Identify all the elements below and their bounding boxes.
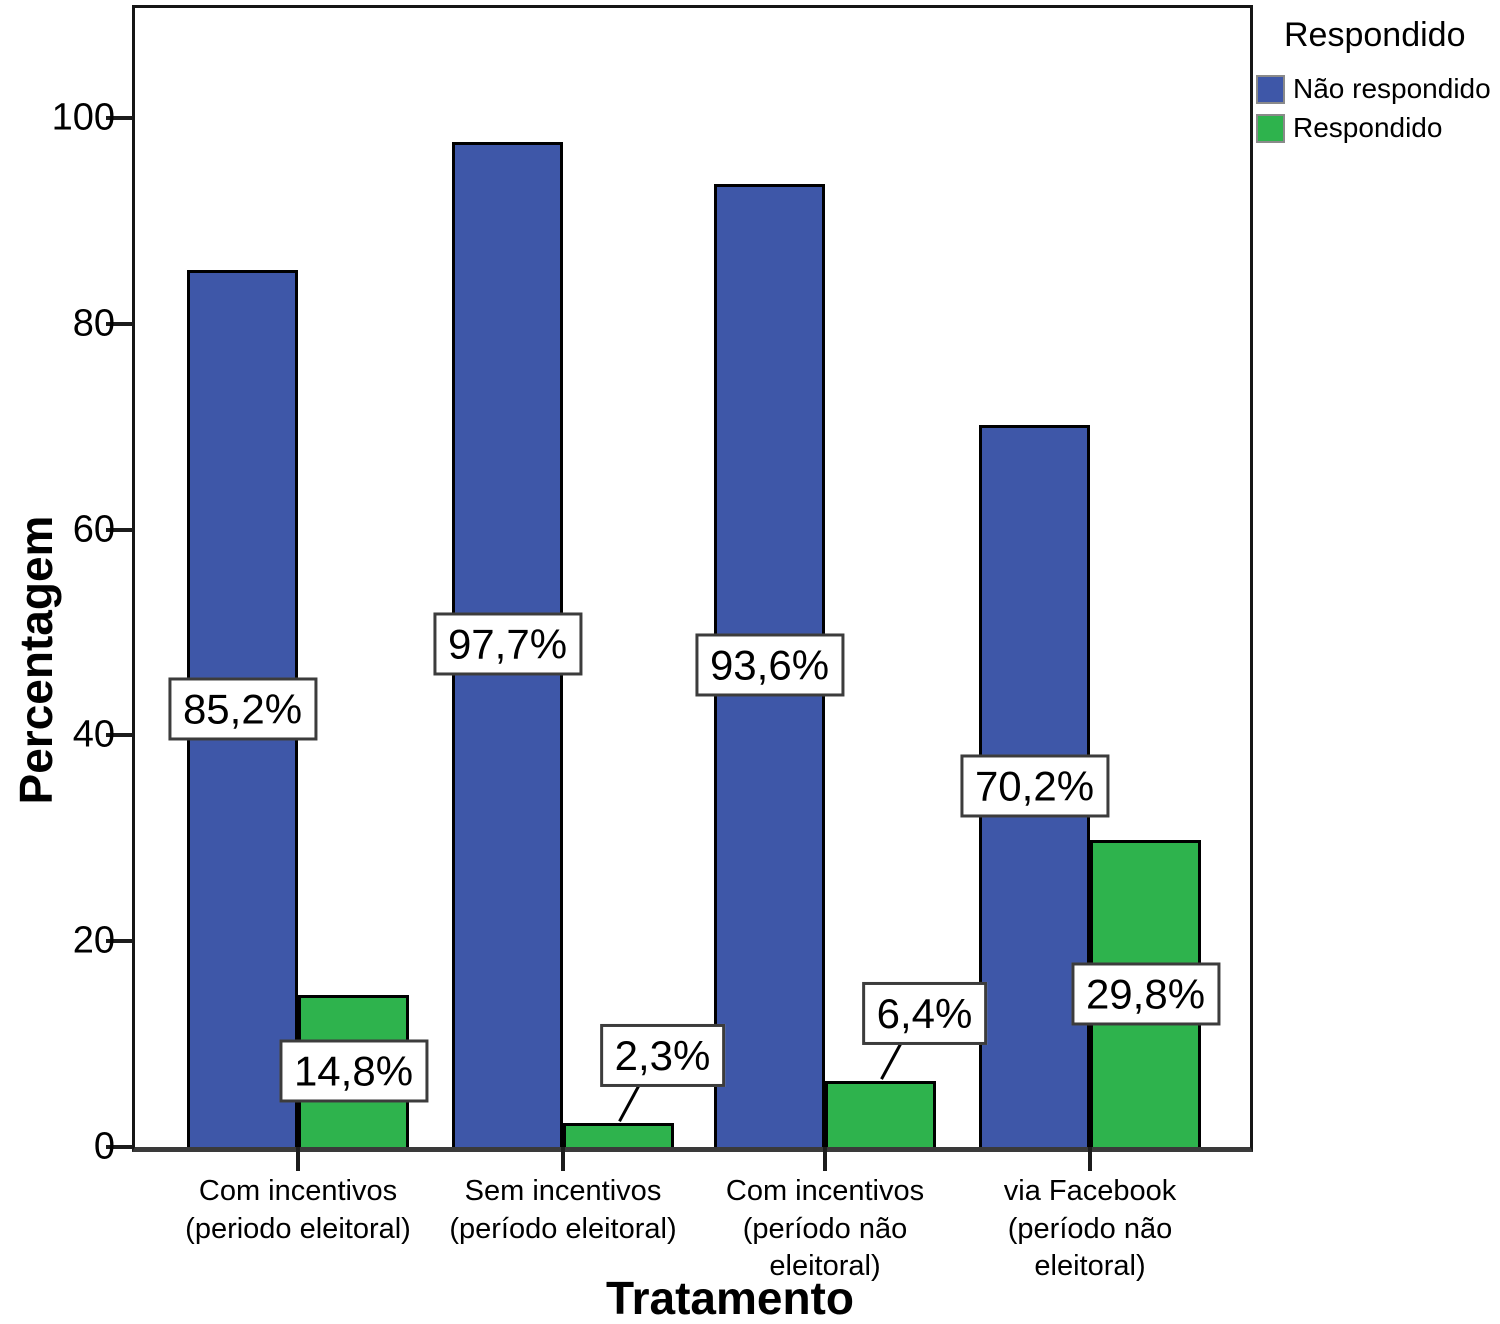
y-tick-mark	[106, 939, 133, 944]
x-tick-mark	[823, 1147, 827, 1171]
bar-value-label: 97,7%	[432, 612, 583, 676]
bar-value-label: 2,3%	[599, 1024, 726, 1088]
legend-item-label: Não respondido	[1293, 73, 1491, 104]
bar-value-label: 6,4%	[861, 982, 988, 1046]
leader-line	[618, 1085, 640, 1123]
bar-respondido	[825, 1081, 936, 1147]
y-tick-mark	[106, 527, 133, 532]
y-axis-title: Percentagem	[10, 515, 62, 805]
y-tick-mark	[106, 733, 133, 738]
legend-title: Respondido	[1284, 16, 1466, 54]
x-axis-title: Tratamento	[606, 1272, 854, 1324]
y-tick-label: 100	[51, 96, 115, 139]
y-tick-mark	[106, 321, 133, 326]
legend-swatch-icon	[1256, 113, 1285, 143]
y-tick-mark	[106, 1145, 133, 1149]
x-tick-mark	[296, 1147, 300, 1171]
x-category-label: Sem incentivos (período eleitoral)	[449, 1175, 677, 1245]
leader-line	[880, 1043, 902, 1080]
legend: Respondido Não respondido Respondido	[1256, 16, 1500, 151]
y-tick-label: 80	[72, 302, 115, 345]
bar-value-label: 14,8%	[278, 1039, 429, 1103]
legend-swatch-icon	[1256, 74, 1285, 104]
legend-item: Não respondido	[1256, 73, 1500, 105]
y-tick-mark	[106, 116, 133, 120]
bar-value-label: 93,6%	[694, 633, 845, 697]
y-tick-label: 20	[72, 919, 115, 962]
legend-item: Respondido	[1256, 112, 1500, 144]
legend-item-label: Respondido	[1293, 112, 1443, 143]
x-category-label: via Facebook (período não eleitoral)	[1003, 1175, 1177, 1283]
x-category-label: Com incentivos (periodo eleitoral)	[185, 1175, 411, 1245]
x-tick-mark	[561, 1147, 565, 1171]
bar-value-label: 70,2%	[959, 754, 1110, 818]
y-tick-label: 0	[93, 1125, 115, 1168]
legend-items: Não respondido Respondido	[1256, 73, 1500, 144]
x-category-label: Com incentivos (período não eleitoral)	[725, 1175, 925, 1283]
bar-value-label: 85,2%	[167, 677, 318, 741]
plot-area: 0 20 40 60 80 100 85,2% 97,7% 93,6% 70,2% 14,8% 2,…	[52, 5, 1253, 1282]
y-tick-label: 60	[72, 508, 115, 551]
x-tick-mark	[1088, 1147, 1092, 1171]
bar-value-label: 29,8%	[1070, 962, 1221, 1026]
y-tick-label: 40	[72, 713, 115, 756]
bar-respondido	[563, 1123, 674, 1147]
